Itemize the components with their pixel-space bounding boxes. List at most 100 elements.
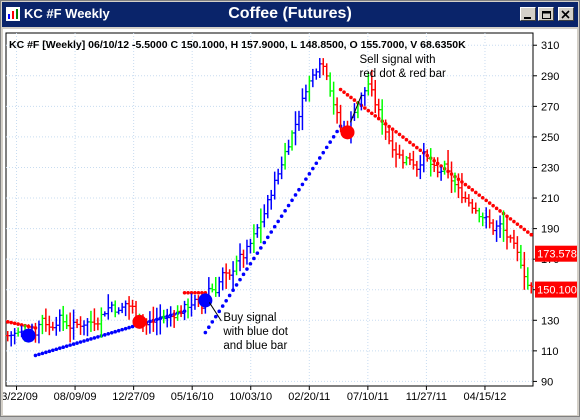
stop-dot — [415, 145, 419, 150]
x-tick-label: 03/22/09 — [3, 391, 38, 403]
stop-dot — [96, 335, 100, 339]
price-labels: 173.578 150.100 — [535, 245, 579, 298]
stop-dot — [418, 148, 423, 153]
y-tick-label: 310 — [541, 40, 559, 52]
title-bar[interactable]: KC #F Weekly Coffee (Futures) — [2, 2, 578, 27]
stop-dot — [207, 325, 211, 330]
stop-dot — [217, 309, 222, 314]
stop-dot — [349, 95, 353, 100]
stop-dot — [470, 188, 475, 192]
stop-dot — [57, 346, 62, 351]
stop-dot — [352, 98, 357, 102]
price-label: 173.578 — [537, 249, 577, 261]
stop-dot — [220, 304, 225, 308]
x-tick-label: 02/20/11 — [288, 391, 330, 403]
y-tick-label: 90 — [541, 376, 553, 388]
stop-dot — [508, 217, 513, 221]
restore-button[interactable] — [538, 7, 554, 21]
stop-dot — [265, 235, 270, 240]
stop-dot — [200, 290, 204, 295]
stop-dot — [529, 232, 534, 237]
sell-annotation-line: Sell signal with — [360, 54, 436, 66]
buy-annotation-arrow — [208, 302, 222, 322]
stop-dot — [5, 320, 10, 324]
signal-markers — [21, 125, 355, 343]
stop-dot — [54, 347, 59, 352]
stop-dot — [120, 327, 124, 332]
stop-dot — [477, 193, 482, 197]
stop-dot — [363, 106, 367, 110]
stop-dot — [130, 324, 135, 329]
x-axis: 03/22/09 08/09/09 12/27/09 05/16/10 10/03/10… — [0, 386, 506, 403]
stop-dot — [328, 140, 332, 144]
stop-dot — [286, 203, 291, 208]
chart-plot-area[interactable]: 90110130150170190210230250270290310 03/2… — [0, 29, 579, 415]
stop-dot — [241, 272, 246, 277]
buy-annotation-line: with blue dot — [222, 326, 288, 338]
stop-dot — [512, 219, 516, 224]
stop-dot — [252, 256, 256, 261]
stop-dot — [231, 288, 235, 292]
minimize-icon — [524, 17, 531, 19]
stop-dot — [106, 331, 111, 336]
sell-signal-dot — [132, 314, 147, 329]
stop-dot — [16, 322, 20, 326]
stop-dot — [404, 137, 409, 142]
window-title: KC #F Weekly — [24, 6, 110, 21]
stop-dot — [515, 222, 520, 226]
stop-dot — [47, 349, 52, 354]
stop-dot — [394, 129, 398, 134]
stop-dot — [519, 224, 523, 229]
stop-dot — [227, 293, 232, 298]
sell-signal-dot — [340, 125, 355, 140]
close-icon — [561, 10, 570, 19]
stop-dot — [245, 267, 249, 271]
sell-annotation-line: red dot & red bar — [360, 68, 446, 80]
price-label: 150.100 — [537, 285, 577, 297]
stop-dot — [290, 198, 294, 203]
stop-dot — [186, 290, 190, 295]
stop-dot — [498, 209, 502, 213]
y-tick-label: 210 — [541, 193, 559, 205]
close-button[interactable] — [558, 7, 574, 21]
minimize-button[interactable] — [520, 7, 536, 21]
stop-dot — [397, 132, 402, 137]
x-tick-label: 05/16/10 — [171, 391, 214, 403]
stop-dot — [196, 290, 201, 295]
stop-dot — [401, 135, 405, 139]
stop-dot — [491, 203, 495, 208]
stop-dot — [51, 348, 55, 353]
stop-dot — [92, 336, 97, 340]
stop-dot — [61, 345, 66, 349]
stop-dot — [37, 352, 41, 357]
stop-dot — [75, 341, 79, 345]
stop-dot — [248, 261, 253, 266]
stop-dot — [262, 240, 267, 245]
stop-dot — [304, 177, 308, 181]
buy-signal-dot — [21, 328, 36, 343]
buy-signal-dot — [198, 293, 213, 308]
stop-dot — [300, 182, 305, 187]
stop-dot — [505, 214, 509, 219]
stop-dot — [494, 206, 499, 211]
stop-dot — [484, 198, 488, 203]
x-tick-label: 10/03/10 — [229, 391, 272, 403]
price-label-box — [535, 281, 579, 298]
stop-dot — [283, 209, 287, 213]
price-label-box — [535, 245, 579, 262]
stop-dot — [113, 329, 118, 334]
grid-lines — [5, 32, 534, 387]
stop-dot — [203, 330, 208, 335]
stop-dot — [44, 350, 48, 355]
stop-dot — [103, 333, 107, 337]
stop-dot — [293, 193, 298, 197]
annotations: Sell signal with red dot & red bar Buy sig… — [208, 54, 446, 352]
stop-dot — [279, 214, 284, 218]
stop-dot — [307, 172, 312, 176]
price-chart: 90110130150170190210230250270290310 03/2… — [0, 32, 579, 403]
stop-dot — [480, 195, 485, 200]
stop-dot — [89, 337, 93, 341]
x-tick-label: 11/27/11 — [406, 391, 447, 403]
stop-dot — [321, 150, 326, 155]
stop-dot — [522, 227, 527, 232]
